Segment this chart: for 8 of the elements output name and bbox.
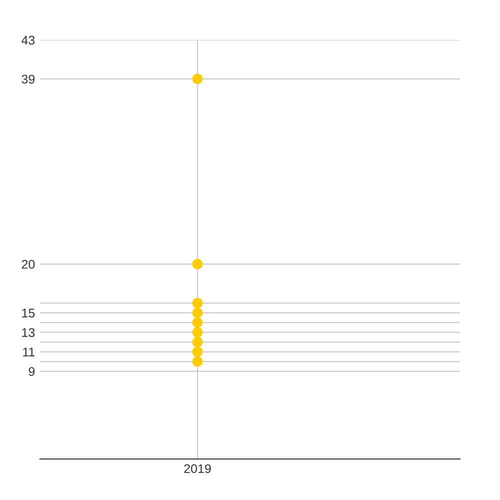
y-tick-label: 13: [22, 328, 35, 337]
y-tick-label: 43: [22, 36, 35, 45]
y-tick-label: 15: [22, 308, 35, 318]
x-tick-label: 2019: [184, 464, 211, 474]
y-tick-label: 9: [28, 367, 35, 376]
y-tick-label: 39: [22, 74, 35, 84]
y-tick-label: 20: [22, 260, 35, 269]
y-tick-label: 11: [23, 348, 35, 356]
